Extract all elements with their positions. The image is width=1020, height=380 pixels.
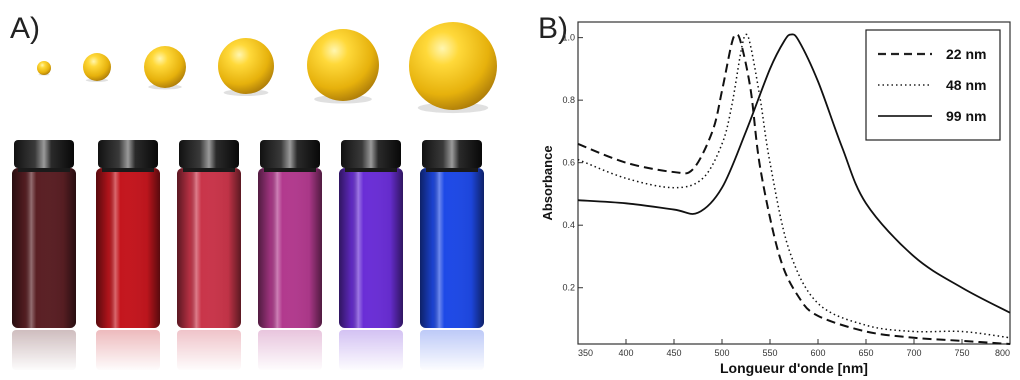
vial bbox=[256, 140, 324, 372]
x-tick-label: 550 bbox=[762, 348, 777, 358]
vial bbox=[10, 140, 78, 372]
legend-label-48nm: 48 nm bbox=[946, 77, 986, 93]
y-tick-label: 0.6 bbox=[562, 158, 575, 168]
reflection-fade bbox=[175, 330, 243, 372]
reflection-fade bbox=[418, 330, 486, 372]
vial-cap bbox=[179, 140, 239, 168]
x-tick-label: 700 bbox=[906, 348, 921, 358]
vial bbox=[337, 140, 405, 372]
panel-a-label: A) bbox=[10, 12, 40, 45]
vial-glass bbox=[420, 168, 484, 328]
vial-cap bbox=[422, 140, 482, 168]
vial bbox=[418, 140, 486, 372]
nanoparticle-sphere bbox=[83, 53, 111, 81]
series-line-99nm bbox=[577, 33, 1011, 314]
legend: 22 nm 48 nm 99 nm bbox=[865, 29, 1001, 141]
vial-cap bbox=[341, 140, 401, 168]
vial-glass bbox=[96, 168, 160, 328]
x-tick-label: 400 bbox=[618, 348, 633, 358]
vial-glass bbox=[258, 168, 322, 328]
y-tick-label: 1.0 bbox=[562, 33, 575, 43]
x-tick-label: 500 bbox=[714, 348, 729, 358]
vial-cap bbox=[14, 140, 74, 168]
reflection-fade bbox=[94, 330, 162, 372]
y-tick-label: 0.8 bbox=[562, 95, 575, 105]
colloid-vials bbox=[10, 140, 486, 372]
x-tick-label: 350 bbox=[578, 348, 593, 358]
y-tick-label: 0.4 bbox=[562, 220, 575, 230]
vial-glass bbox=[177, 168, 241, 328]
absorbance-chart: 350 400 450 500 550 600 650 700 750 800 0.2 0.4 0.6… bbox=[540, 21, 1011, 376]
vial bbox=[175, 140, 243, 372]
x-tick-label: 650 bbox=[858, 348, 873, 358]
x-axis-label: Longueur d'onde [nm] bbox=[720, 360, 868, 376]
nanoparticle-spheres bbox=[37, 22, 497, 114]
vial bbox=[94, 140, 162, 372]
legend-label-22nm: 22 nm bbox=[946, 46, 986, 62]
reflection-fade bbox=[256, 330, 324, 372]
vial-cap bbox=[260, 140, 320, 168]
series-line-22nm bbox=[577, 33, 1011, 345]
panel-b-label: B) bbox=[538, 12, 568, 45]
reflection-fade bbox=[10, 330, 78, 372]
nanoparticle-sphere bbox=[218, 38, 274, 94]
nanoparticle-sphere bbox=[409, 22, 497, 110]
x-tick-label: 800 bbox=[995, 348, 1010, 358]
vial-glass bbox=[339, 168, 403, 328]
x-tick-label: 450 bbox=[666, 348, 681, 358]
reflection-fade bbox=[337, 330, 405, 372]
nanoparticle-sphere bbox=[307, 29, 379, 101]
vial-glass bbox=[12, 168, 76, 328]
y-tick-label: 0.2 bbox=[562, 283, 575, 293]
nanoparticle-sphere bbox=[144, 46, 186, 88]
legend-label-99nm: 99 nm bbox=[946, 108, 986, 124]
x-tick-label: 750 bbox=[954, 348, 969, 358]
y-axis-label: Absorbance bbox=[540, 145, 555, 220]
nanoparticle-sphere bbox=[37, 61, 51, 75]
x-tick-label: 600 bbox=[810, 348, 825, 358]
vial-cap bbox=[98, 140, 158, 168]
series-line-48nm bbox=[577, 33, 1011, 339]
